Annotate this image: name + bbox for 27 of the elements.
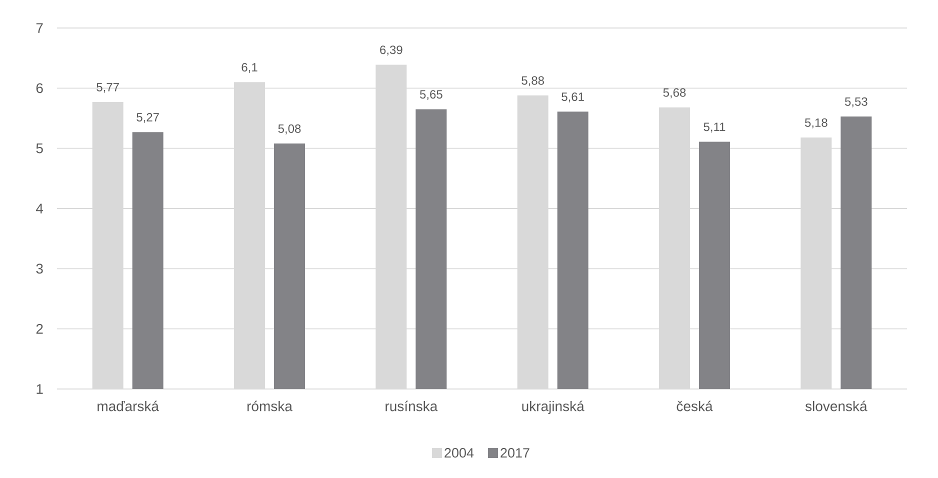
data-label: 5,88 bbox=[522, 76, 544, 86]
data-label: 6,39 bbox=[380, 46, 402, 56]
y-tick-label: 3 bbox=[36, 264, 43, 274]
y-tick-label: 2 bbox=[36, 324, 43, 334]
data-label: 5,77 bbox=[96, 83, 119, 93]
y-tick-label: 5 bbox=[36, 143, 43, 154]
data-label: 5,68 bbox=[663, 88, 686, 98]
x-tick-label: slovenská bbox=[805, 400, 868, 412]
x-tick-label: ukrajinská bbox=[522, 400, 584, 414]
x-tick-label: rómska bbox=[247, 400, 292, 412]
x-tick-label: maďarská bbox=[98, 400, 159, 412]
data-label: 5,08 bbox=[278, 124, 301, 134]
x-tick-label: česká bbox=[676, 400, 713, 412]
data-label: 5,65 bbox=[420, 90, 442, 100]
y-tick-label: 1 bbox=[36, 384, 43, 394]
y-tick-label: 4 bbox=[36, 204, 44, 214]
x-tick-label: rusínska bbox=[386, 400, 438, 412]
legend-label: 2017 bbox=[500, 448, 530, 458]
data-label: 5,11 bbox=[704, 122, 726, 133]
data-label: 5,61 bbox=[562, 92, 584, 102]
y-tick-label: 7 bbox=[36, 23, 43, 33]
data-label: 5,53 bbox=[844, 97, 868, 108]
legend-label: 2004 bbox=[444, 448, 474, 458]
data-label: 6,1 bbox=[242, 63, 258, 73]
data-label: 5,18 bbox=[804, 118, 828, 128]
data-label: 5,27 bbox=[136, 112, 159, 123]
y-tick-label: 6 bbox=[36, 83, 43, 94]
